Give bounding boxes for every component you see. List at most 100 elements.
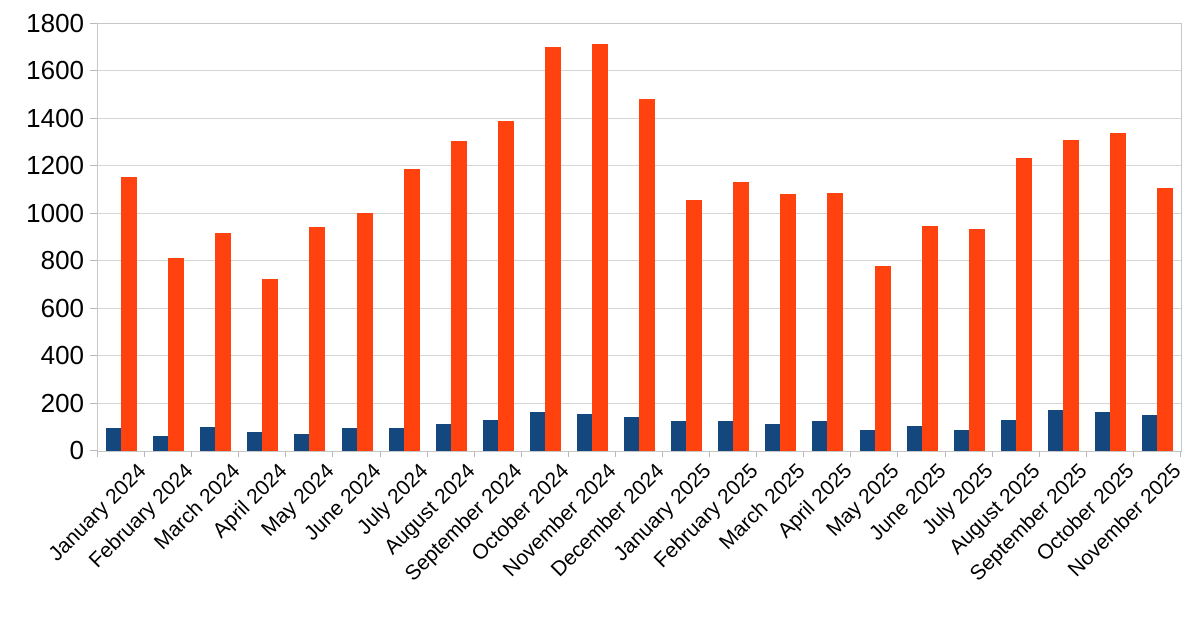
x-tick-mark <box>756 451 758 457</box>
x-tick-mark <box>567 451 569 457</box>
x-tick-mark <box>991 451 993 457</box>
bar-series-2-april-2024 <box>262 279 279 451</box>
bar-series-2-october-2025 <box>1110 133 1127 451</box>
y-tick-mark <box>90 355 97 357</box>
bar-series-1-august-2025 <box>1000 420 1016 451</box>
bar-series-2-september-2025 <box>1062 140 1079 451</box>
y-tick-mark <box>90 402 97 404</box>
bar-series-1-february-2024 <box>153 436 169 451</box>
bar-group-november-2025 <box>1134 24 1181 451</box>
x-tick-mark <box>1180 451 1181 457</box>
bar-group-september-2025 <box>1040 24 1087 451</box>
bar-series-1-september-2025 <box>1047 409 1063 451</box>
x-tick-mark <box>614 451 616 457</box>
bar-series-2-march-2025 <box>780 193 797 451</box>
y-axis-label-0: 0 <box>69 435 84 465</box>
bar-group-october-2024 <box>522 24 569 451</box>
x-tick-mark <box>238 451 240 457</box>
bar-series-1-august-2024 <box>435 423 451 451</box>
x-tick-mark <box>944 451 946 457</box>
y-tick-mark <box>90 307 97 309</box>
plot-area <box>97 23 1182 452</box>
bar-series-1-december-2024 <box>624 417 640 451</box>
y-tick-mark <box>90 23 97 24</box>
x-tick-mark <box>379 451 381 457</box>
bar-group-january-2024 <box>98 24 145 451</box>
y-tick-mark <box>90 212 97 214</box>
y-axis-label-800: 800 <box>40 245 84 276</box>
bar-series-2-august-2025 <box>1015 158 1032 451</box>
gridline-1600 <box>98 70 1181 72</box>
bar-series-2-may-2025 <box>874 265 891 451</box>
bar-series-2-july-2025 <box>968 228 985 451</box>
x-tick-mark <box>332 451 334 457</box>
bar-series-2-august-2024 <box>450 141 467 451</box>
bar-series-2-december-2024 <box>639 98 656 451</box>
bar-series-1-october-2025 <box>1095 411 1111 451</box>
bar-group-november-2024 <box>569 24 616 451</box>
y-axis-label-1600: 1600 <box>26 55 84 86</box>
bar-series-1-march-2025 <box>765 423 781 451</box>
bar-series-2-february-2024 <box>168 257 185 451</box>
x-tick-mark <box>897 451 899 457</box>
bar-series-2-january-2024 <box>121 177 138 451</box>
bar-series-1-november-2024 <box>576 414 592 451</box>
x-tick-mark <box>191 451 193 457</box>
bar-group-april-2024 <box>239 24 286 451</box>
y-tick-mark <box>90 117 97 119</box>
bar-series-1-october-2024 <box>529 411 545 451</box>
bar-group-august-2025 <box>993 24 1040 451</box>
y-tick-mark <box>90 165 97 167</box>
bar-group-december-2024 <box>616 24 663 451</box>
x-tick-mark <box>1038 451 1040 457</box>
bar-row <box>98 24 1181 451</box>
y-axis-label-1000: 1000 <box>26 197 84 228</box>
bar-group-february-2024 <box>145 24 192 451</box>
y-tick-mark <box>90 260 97 262</box>
bar-series-2-september-2024 <box>497 121 514 451</box>
bar-series-2-october-2024 <box>544 46 561 451</box>
bar-group-october-2025 <box>1087 24 1134 451</box>
bar-series-1-may-2025 <box>859 430 875 451</box>
y-axis-label-400: 400 <box>40 340 84 371</box>
y-axis-label-1800: 1800 <box>26 8 84 38</box>
y-axis-label-600: 600 <box>40 292 84 323</box>
bar-series-1-november-2025 <box>1142 415 1158 451</box>
bar-series-1-february-2025 <box>718 421 734 451</box>
bar-series-1-april-2024 <box>247 432 263 451</box>
bar-series-2-april-2025 <box>827 192 844 451</box>
y-axis-label-1200: 1200 <box>26 150 84 181</box>
y-axis-label-1400: 1400 <box>26 102 84 133</box>
bar-series-1-april-2025 <box>812 421 828 451</box>
bar-group-march-2025 <box>757 24 804 451</box>
bar-series-1-september-2024 <box>482 419 498 451</box>
bar-group-july-2025 <box>946 24 993 451</box>
bar-series-2-july-2024 <box>403 168 420 451</box>
x-tick-mark <box>662 451 664 457</box>
bar-series-2-march-2024 <box>215 232 232 451</box>
bar-series-1-may-2024 <box>294 434 310 451</box>
bar-series-1-june-2024 <box>341 428 357 451</box>
x-tick-mark <box>473 451 475 457</box>
bar-series-2-february-2025 <box>733 182 750 451</box>
bar-group-june-2025 <box>899 24 946 451</box>
x-tick-mark <box>285 451 287 457</box>
x-tick-mark <box>520 451 522 457</box>
bar-series-2-june-2024 <box>356 212 373 451</box>
x-tick-mark <box>144 451 146 457</box>
bar-group-january-2025 <box>663 24 710 451</box>
bar-group-march-2024 <box>192 24 239 451</box>
bar-group-august-2024 <box>428 24 475 451</box>
y-tick-mark <box>90 450 97 451</box>
bar-group-february-2025 <box>710 24 757 451</box>
bar-group-may-2024 <box>286 24 333 451</box>
bar-series-2-november-2025 <box>1157 187 1174 451</box>
x-tick-mark <box>1085 451 1087 457</box>
bar-group-may-2025 <box>852 24 899 451</box>
bar-series-1-march-2024 <box>200 427 216 451</box>
x-tick-mark <box>709 451 711 457</box>
bar-series-1-june-2025 <box>906 425 922 451</box>
bar-series-2-may-2024 <box>309 226 326 451</box>
bar-series-1-july-2025 <box>953 429 969 451</box>
